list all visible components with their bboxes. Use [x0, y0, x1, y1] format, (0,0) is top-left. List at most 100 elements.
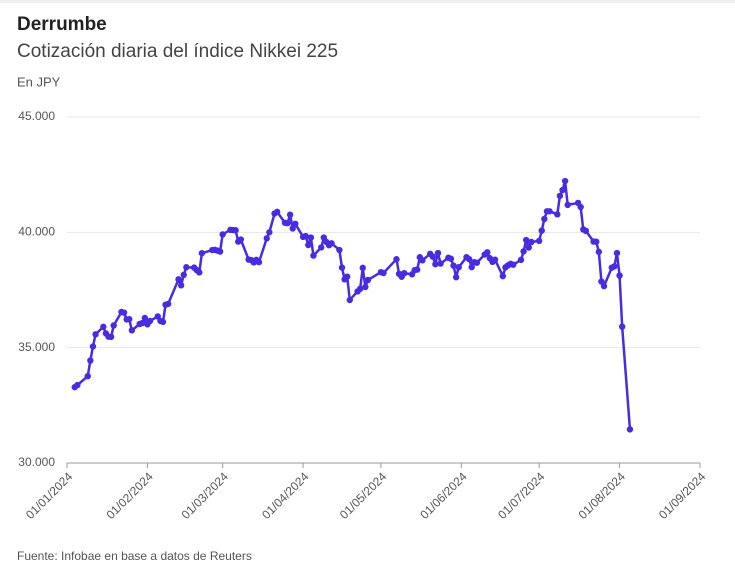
- point: [528, 238, 535, 246]
- point: [266, 229, 273, 236]
- point: [305, 241, 312, 249]
- point: [356, 285, 364, 293]
- point: [92, 331, 99, 338]
- point: [582, 227, 590, 235]
- point: [613, 249, 621, 257]
- point: [139, 319, 146, 327]
- point: [450, 262, 457, 269]
- point: [346, 296, 353, 304]
- x-tick-label: 01/09/2024: [656, 469, 709, 522]
- point: [541, 215, 548, 223]
- point: [159, 318, 167, 326]
- point: [359, 264, 366, 272]
- point: [434, 249, 442, 257]
- point: [447, 255, 455, 262]
- point: [611, 263, 618, 270]
- point: [499, 272, 507, 280]
- point: [338, 264, 346, 271]
- point: [491, 256, 499, 263]
- point: [286, 211, 294, 218]
- point: [401, 269, 408, 277]
- point: [364, 276, 372, 284]
- point: [198, 249, 206, 257]
- point: [618, 323, 626, 330]
- point: [87, 357, 94, 364]
- point: [455, 264, 462, 271]
- point: [561, 177, 569, 185]
- y-axis-label: En JPY: [17, 74, 61, 89]
- point: [74, 381, 81, 389]
- point: [328, 240, 335, 247]
- point: [525, 244, 532, 251]
- point: [196, 269, 203, 276]
- point: [219, 231, 226, 238]
- point: [598, 278, 605, 285]
- point: [110, 322, 117, 329]
- point: [517, 256, 525, 264]
- point: [232, 227, 239, 234]
- point: [175, 276, 182, 283]
- point: [616, 272, 623, 279]
- point: [263, 235, 270, 242]
- point: [84, 373, 91, 380]
- point: [437, 260, 444, 267]
- point: [177, 282, 185, 289]
- point: [393, 256, 400, 263]
- point: [273, 208, 281, 216]
- point: [310, 252, 317, 259]
- x-tick-label: 01/02/2024: [103, 469, 156, 522]
- point: [362, 283, 369, 291]
- source: Fuente: Infobae en base a datos de Reute…: [17, 549, 252, 563]
- point: [520, 248, 527, 255]
- point: [577, 203, 584, 211]
- point: [429, 253, 436, 260]
- point: [120, 309, 128, 316]
- point: [180, 271, 187, 279]
- point: [307, 234, 315, 241]
- y-tick-label: 30.000: [18, 455, 55, 469]
- point: [89, 343, 97, 350]
- point: [343, 273, 351, 280]
- chart-title: Derrumbe: [17, 14, 107, 35]
- point: [292, 220, 299, 228]
- point: [146, 317, 154, 325]
- point: [141, 314, 149, 322]
- point: [468, 263, 475, 271]
- point: [559, 186, 566, 194]
- point: [237, 236, 245, 243]
- x-tick-label: 01/03/2024: [179, 469, 232, 522]
- point: [538, 227, 545, 234]
- point: [255, 258, 263, 266]
- point: [380, 269, 387, 277]
- y-tick-label: 45.000: [18, 109, 55, 123]
- point: [107, 333, 115, 341]
- point: [595, 248, 603, 256]
- x-tick-label: 01/08/2024: [576, 469, 629, 522]
- point: [473, 259, 481, 266]
- point: [626, 426, 634, 433]
- y-tick-label: 40.000: [18, 225, 55, 239]
- point: [432, 261, 439, 268]
- point: [414, 266, 421, 273]
- point: [554, 211, 561, 218]
- x-tick-label: 01/05/2024: [337, 469, 390, 522]
- top-bar: [0, 0, 735, 3]
- point: [593, 238, 600, 245]
- point: [318, 244, 325, 251]
- point: [164, 300, 172, 308]
- y-tick-label: 35.000: [18, 340, 55, 354]
- x-tick-label: 01/06/2024: [417, 469, 470, 522]
- point: [183, 264, 190, 271]
- point: [535, 237, 543, 245]
- point: [484, 249, 491, 256]
- x-tick-label: 01/01/2024: [23, 469, 76, 522]
- point: [100, 323, 107, 331]
- point: [522, 236, 530, 244]
- point: [128, 327, 136, 334]
- point: [546, 208, 553, 215]
- point: [284, 219, 291, 227]
- point: [465, 255, 473, 263]
- point: [452, 274, 460, 281]
